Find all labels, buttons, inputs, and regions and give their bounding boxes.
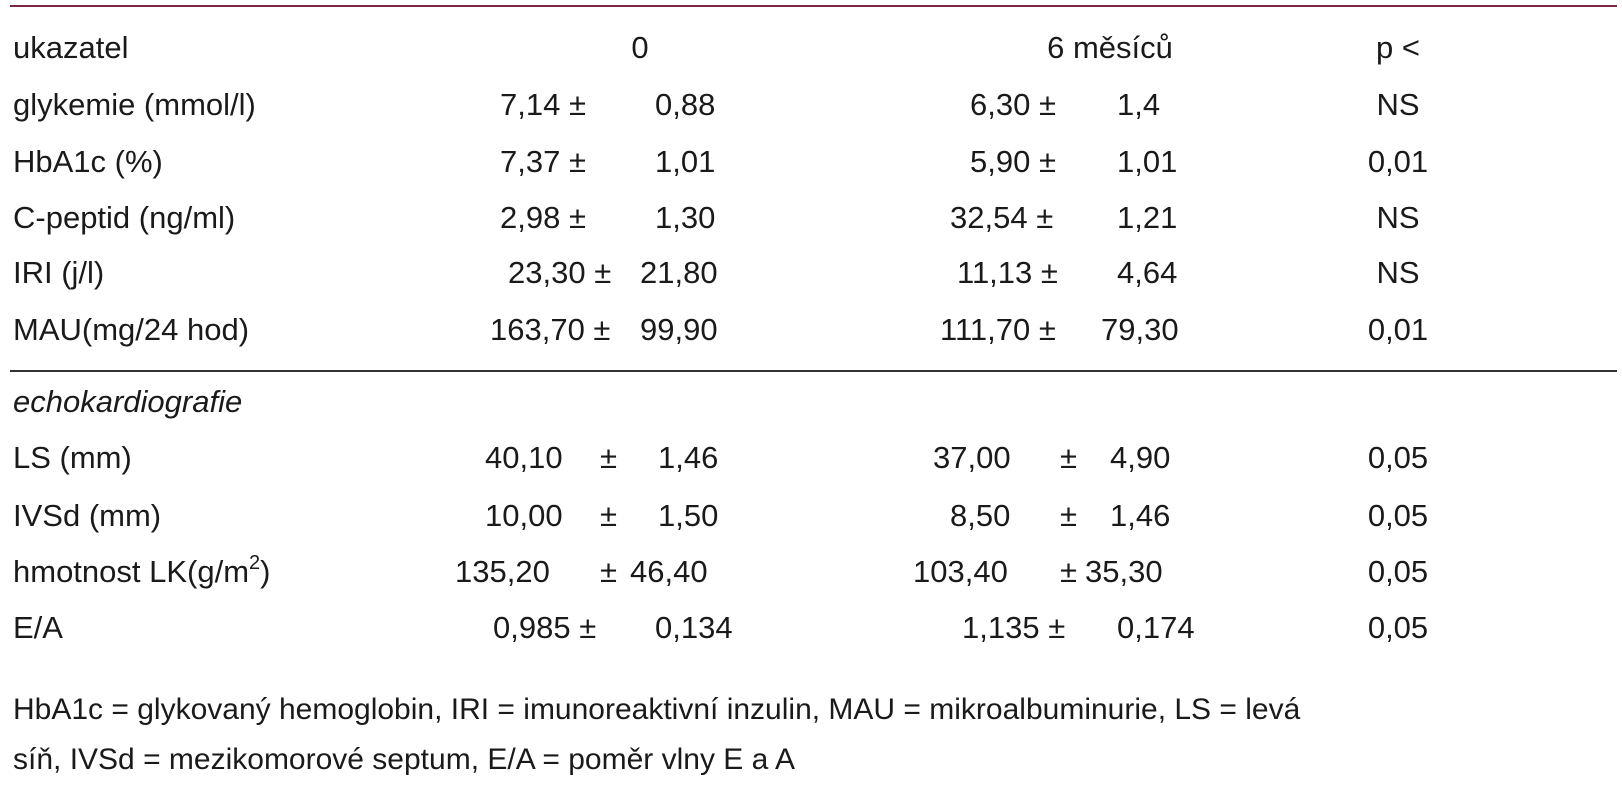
table-row: HbA1c (%) 7,37 ± 1,01 5,90 ± 1,01 0,01	[0, 134, 1622, 190]
row-sd-6: 1,01	[1117, 144, 1178, 179]
row-p: 0,05	[1367, 554, 1429, 589]
top-rule	[10, 5, 1617, 7]
row-value-0: 7,14 ±	[500, 87, 586, 122]
row-value-0: 135,20	[455, 554, 550, 589]
table-row: MAU(mg/24 hod) 163,70 ± 99,90 111,70 ± 7…	[0, 302, 1622, 358]
row-label: hmotnost LK(g/m2)	[13, 551, 271, 589]
table-row: glykemie (mmol/l) 7,14 ± 0,88 6,30 ± 1,4…	[0, 77, 1622, 133]
row-label: IVSd (mm)	[13, 498, 162, 533]
table-row: LS (mm) 40,10 ± 1,46 37,00 ± 4,90 0,05	[0, 430, 1622, 486]
row-p: 0,05	[1367, 440, 1429, 475]
row-p: 0,01	[1367, 312, 1429, 347]
footnote-line: HbA1c = glykovaný hemoglobin, IRI = imun…	[13, 693, 1301, 726]
row-value-0: 163,70 ±	[490, 312, 611, 347]
table-row: E/A 0,985 ± 0,134 1,135 ± 0,174 0,05	[0, 600, 1622, 656]
row-sd-0: 21,80	[640, 255, 718, 290]
row-pm-6: ±	[1060, 554, 1078, 589]
header-label: ukazatel	[13, 30, 129, 65]
section-divider	[10, 370, 1617, 372]
row-p: NS	[1376, 87, 1420, 122]
row-pm-0: ±	[600, 554, 618, 589]
row-p: 0,05	[1367, 498, 1429, 533]
row-p: NS	[1376, 200, 1420, 235]
row-value-0: 0,985 ±	[493, 610, 597, 645]
row-sd-6: 4,90	[1110, 440, 1171, 475]
row-sd-0: 1,01	[655, 144, 716, 179]
row-label: C-peptid (ng/ml)	[13, 200, 236, 235]
row-label: E/A	[13, 610, 63, 645]
table-row: IVSd (mm) 10,00 ± 1,50 8,50 ± 1,46 0,05	[0, 488, 1622, 544]
row-pm-6: ±	[1060, 440, 1078, 475]
row-value-0: 40,10	[485, 440, 563, 475]
table-header-row: ukazatel 0 6 měsíců p <	[0, 20, 1622, 76]
row-sd-6: 35,30	[1085, 554, 1163, 589]
row-pm-6: ±	[1060, 498, 1078, 533]
row-p: 0,01	[1367, 144, 1429, 179]
row-value-6: 37,00	[933, 440, 1011, 475]
row-value-0: 2,98 ±	[500, 200, 586, 235]
row-sd-6: 79,30	[1101, 312, 1179, 347]
table-row: C-peptid (ng/ml) 2,98 ± 1,30 32,54 ± 1,2…	[0, 190, 1622, 246]
row-value-6: 111,70 ±	[940, 312, 1056, 347]
row-value-6: 32,54 ±	[950, 200, 1054, 235]
row-value-6: 8,50	[950, 498, 1011, 533]
table-row: IRI (j/l) 23,30 ± 21,80 11,13 ± 4,64 NS	[0, 245, 1622, 301]
row-sd-0: 0,134	[655, 610, 733, 645]
header-col-p: p <	[1376, 30, 1420, 65]
row-value-6: 1,135 ±	[962, 610, 1066, 645]
row-value-0: 23,30 ±	[508, 255, 612, 290]
row-sd-0: 1,46	[658, 440, 719, 475]
table-row: hmotnost LK(g/m2) 135,20 ± 46,40 103,40 …	[0, 544, 1622, 600]
row-label: glykemie (mmol/l)	[13, 87, 256, 122]
table-footnote: HbA1c = glykovaný hemoglobin, IRI = imun…	[13, 685, 1613, 785]
footnote-line: síň, IVSd = mezikomorové septum, E/A = p…	[13, 743, 796, 776]
row-label: MAU(mg/24 hod)	[13, 312, 250, 347]
row-value-0: 7,37 ±	[500, 144, 586, 179]
row-sd-0: 0,88	[655, 87, 716, 122]
row-value-0: 10,00	[485, 498, 563, 533]
row-label: IRI (j/l)	[13, 255, 105, 290]
row-value-6: 103,40	[913, 554, 1008, 589]
row-sd-0: 99,90	[640, 312, 718, 347]
row-value-6: 11,13 ±	[957, 255, 1058, 290]
row-p: NS	[1376, 255, 1420, 290]
header-col-0: 0	[631, 30, 649, 65]
row-value-6: 6,30 ±	[970, 87, 1056, 122]
row-value-6: 5,90 ±	[970, 144, 1056, 179]
row-sd-6: 0,174	[1117, 610, 1195, 645]
row-sd-6: 4,64	[1117, 255, 1178, 290]
row-sd-0: 46,40	[630, 554, 708, 589]
row-sd-6: 1,21	[1117, 200, 1178, 235]
row-label: HbA1c (%)	[13, 144, 163, 179]
row-sd-6: 1,4	[1117, 87, 1161, 122]
row-sd-6: 1,46	[1110, 498, 1171, 533]
row-p: 0,05	[1367, 610, 1429, 645]
row-label: LS (mm)	[13, 440, 132, 475]
row-pm-0: ±	[600, 440, 618, 475]
section-heading-row: echokardiografie	[0, 374, 1622, 430]
row-sd-0: 1,30	[655, 200, 716, 235]
header-col-6: 6 měsíců	[1047, 30, 1173, 65]
row-pm-0: ±	[600, 498, 618, 533]
row-sd-0: 1,50	[658, 498, 719, 533]
section-label: echokardiografie	[13, 384, 243, 419]
